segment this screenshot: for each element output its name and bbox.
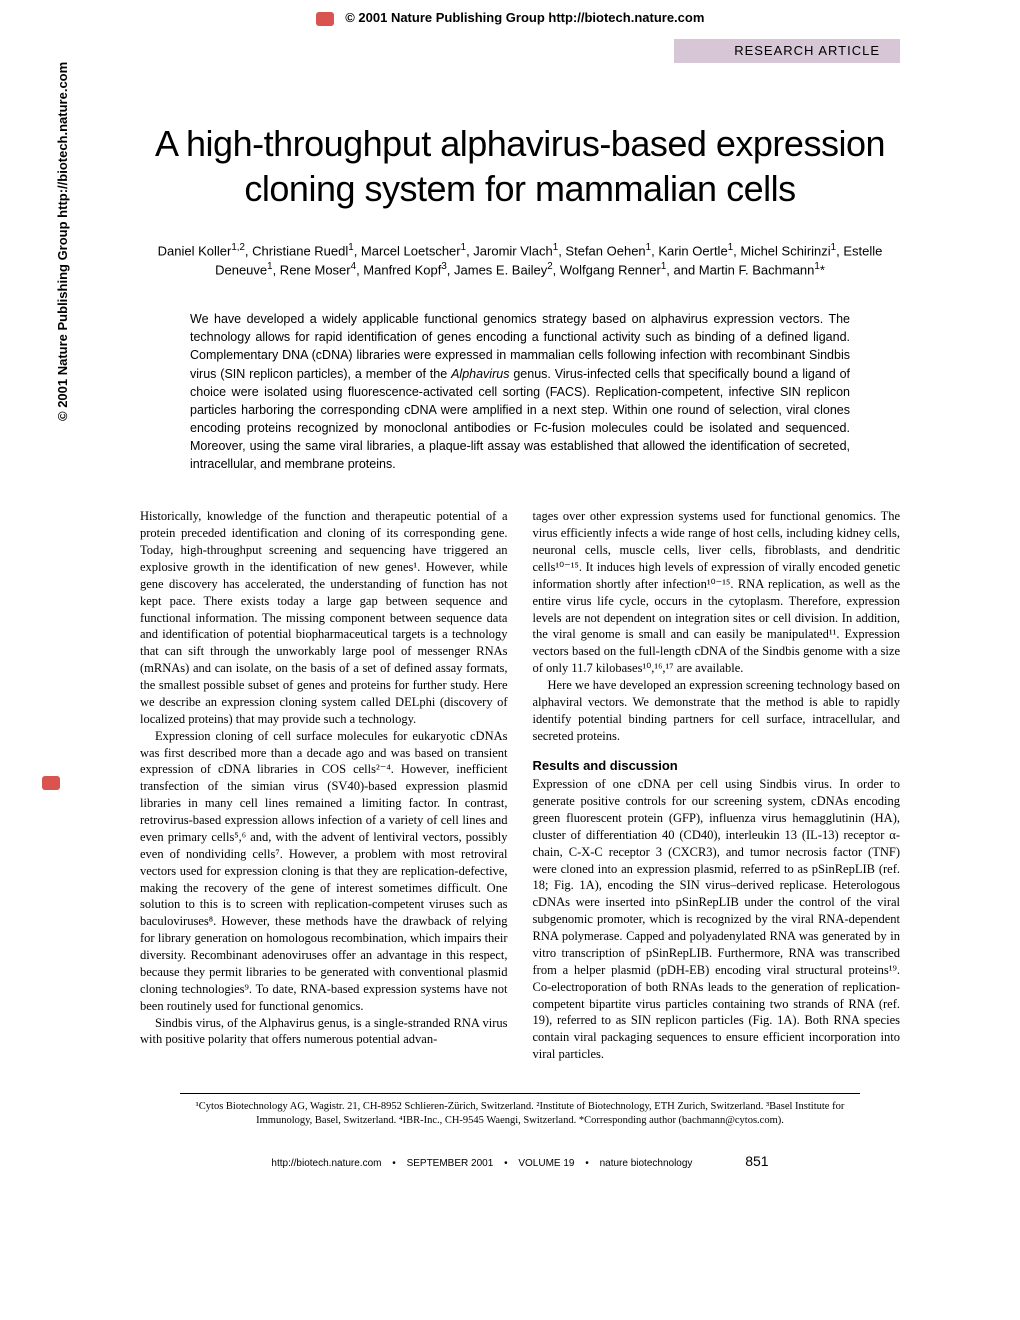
author-list: Daniel Koller1,2, Christiane Ruedl1, Mar…	[140, 241, 900, 281]
left-column: Historically, knowledge of the function …	[140, 508, 508, 1063]
body-paragraph: Expression cloning of cell surface molec…	[140, 728, 508, 1015]
header-bar: © 2001 Nature Publishing Group http://bi…	[0, 0, 1020, 31]
footer-date: SEPTEMBER 2001	[407, 1158, 494, 1169]
header-copyright: © 2001 Nature Publishing Group http://bi…	[345, 10, 704, 25]
publisher-icon	[316, 12, 334, 26]
body-columns: Historically, knowledge of the function …	[140, 508, 900, 1063]
right-column: tages over other expression systems used…	[533, 508, 901, 1063]
page-number: 851	[745, 1153, 768, 1169]
side-publisher-icon	[42, 776, 60, 790]
footer-journal: nature biotechnology	[600, 1158, 693, 1169]
affiliations: ¹Cytos Biotechnology AG, Wagistr. 21, CH…	[180, 1093, 860, 1128]
body-paragraph: Here we have developed an expression scr…	[533, 677, 901, 745]
body-paragraph: Sindbis virus, of the Alphavirus genus, …	[140, 1015, 508, 1049]
body-paragraph: Expression of one cDNA per cell using Si…	[533, 776, 901, 1063]
footer-line: http://biotech.nature.com • SEPTEMBER 20…	[140, 1153, 900, 1189]
section-label: RESEARCH ARTICLE	[734, 43, 880, 58]
section-label-bar: RESEARCH ARTICLE	[0, 31, 1020, 71]
article-title: A high-throughput alphavirus-based expre…	[140, 121, 900, 211]
side-copyright: © 2001 Nature Publishing Group http://bi…	[55, 61, 70, 420]
abstract: We have developed a widely applicable fu…	[190, 310, 850, 473]
body-paragraph: tages over other expression systems used…	[533, 508, 901, 677]
footer-volume: VOLUME 19	[518, 1158, 574, 1169]
section-heading: Results and discussion	[533, 757, 901, 775]
footer-url: http://biotech.nature.com	[271, 1158, 381, 1169]
body-paragraph: Historically, knowledge of the function …	[140, 508, 508, 727]
